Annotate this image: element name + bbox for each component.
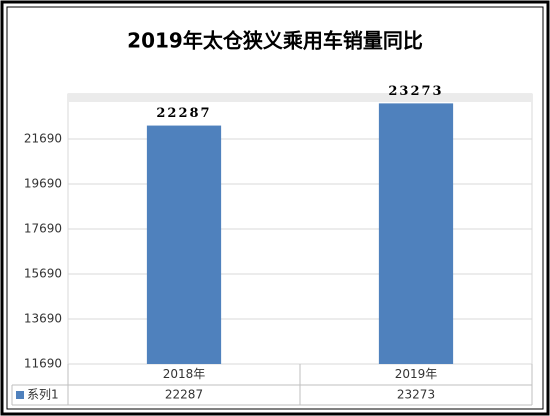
bar [378, 103, 454, 364]
x-tick-label: 2018年 [163, 367, 206, 381]
plot-top-band [68, 94, 532, 102]
y-tick-label: 15690 [24, 267, 62, 281]
table-value: 22287 [165, 388, 203, 402]
inner-frame [6, 6, 544, 410]
value-label: 23273 [388, 84, 443, 99]
value-label: 22287 [156, 106, 211, 121]
x-tick-label: 2019年 [395, 367, 438, 381]
table-value: 23273 [397, 388, 435, 402]
legend-swatch [16, 391, 24, 399]
chart-title: 2019年太仓狭义乘用车销量同比 [127, 29, 423, 53]
y-tick-label: 17690 [24, 222, 62, 236]
y-tick-label: 21690 [24, 132, 62, 146]
bar [146, 125, 222, 364]
legend-label: 系列1 [27, 388, 59, 402]
y-tick-label: 19690 [24, 177, 62, 191]
y-tick-label: 11690 [24, 357, 62, 371]
y-tick-label: 13690 [24, 312, 62, 326]
